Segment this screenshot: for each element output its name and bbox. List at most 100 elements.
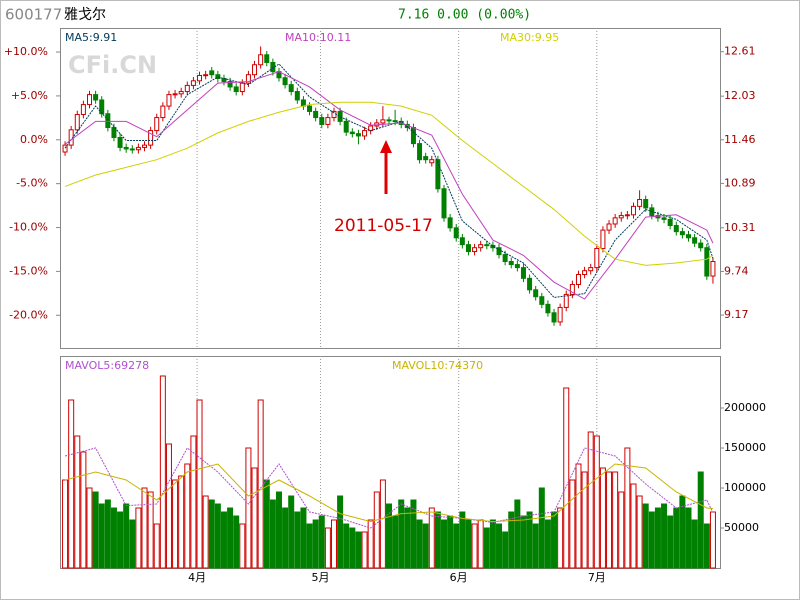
candle-body — [239, 82, 245, 93]
price-panel — [60, 28, 721, 349]
x-tick-label: 6月 — [450, 571, 468, 584]
candle-body — [630, 205, 636, 216]
volume-bar — [251, 467, 258, 569]
candle-body — [197, 74, 203, 82]
y-tick-label: 100000 — [724, 481, 766, 494]
candle-body — [410, 127, 416, 145]
y2-tick-label: 0.0% — [20, 133, 48, 146]
volume-bar — [178, 475, 185, 569]
volume-bar — [624, 447, 631, 569]
volume-bar — [667, 515, 674, 569]
candle-body — [245, 74, 251, 84]
volume-bar — [80, 451, 87, 569]
candle-body — [349, 131, 355, 135]
candle-body — [160, 105, 166, 119]
volume-bar — [214, 503, 221, 569]
candle-body — [429, 159, 435, 164]
volume-bar — [92, 491, 99, 569]
watermark: CFi.CN — [68, 51, 157, 79]
volume-bar — [330, 519, 337, 569]
volume-bar — [599, 467, 606, 569]
volume-bar — [502, 531, 509, 569]
candle-body — [282, 77, 288, 86]
candle-body — [123, 146, 129, 150]
volume-bar — [135, 507, 142, 569]
volume-bar — [551, 511, 558, 569]
candle-body — [190, 80, 196, 86]
candle-body — [453, 227, 459, 239]
candle-body — [594, 247, 600, 269]
volume-bar — [520, 515, 527, 569]
volume-bar — [661, 503, 668, 569]
volume-bar — [392, 515, 399, 569]
volume-bar — [642, 503, 649, 569]
volume-bar — [300, 507, 307, 569]
legend-entry: MA10:10.11 — [285, 31, 351, 44]
candle-body — [129, 148, 135, 151]
candle-body — [545, 303, 551, 314]
volume-bar — [697, 471, 704, 569]
y-tick-label: 12.03 — [724, 89, 756, 102]
volume-bar — [208, 499, 215, 569]
y2-tick-label: +5.0% — [11, 89, 48, 102]
y-tick-label: 11.46 — [724, 133, 756, 146]
candle-body — [600, 229, 606, 249]
y-tick-label: 200000 — [724, 401, 766, 414]
volume-bar — [428, 507, 435, 569]
volume-bar — [526, 511, 533, 569]
volume-bar — [459, 511, 466, 569]
volume-bar — [306, 523, 313, 569]
candle-body — [539, 296, 545, 305]
candle-body — [478, 244, 484, 249]
volume-bar — [282, 507, 289, 569]
stock-code: 600177 — [5, 6, 62, 24]
volume-bar — [373, 491, 380, 569]
volume-bar — [86, 487, 93, 569]
volume-bar — [165, 443, 172, 569]
legend-entry: MA30:9.95 — [500, 31, 559, 44]
volume-bar — [398, 499, 405, 569]
candle-body — [87, 94, 93, 106]
volume-bar — [337, 495, 344, 569]
volume-bar — [74, 435, 81, 569]
candle-body — [417, 143, 423, 161]
volume-bar — [477, 519, 484, 569]
volume-bar — [654, 507, 661, 569]
volume-bar — [422, 523, 429, 569]
legend-entry: MAVOL10:74370 — [392, 359, 483, 372]
volume-bar — [123, 503, 130, 569]
candle-body — [270, 61, 276, 73]
volume-bar — [269, 499, 276, 569]
candle-body — [441, 188, 447, 219]
x-tick-label: 4月 — [188, 571, 206, 584]
volume-bar — [263, 479, 270, 569]
candle-body — [557, 306, 563, 323]
candle-body — [172, 93, 178, 96]
candle-body — [203, 74, 209, 77]
volume-bar — [569, 479, 576, 569]
quote: 7.16 0.00 (0.00%) — [398, 8, 531, 23]
volume-bar — [630, 483, 637, 569]
candle-body — [313, 110, 319, 119]
candle-body — [643, 198, 649, 209]
ma-line — [64, 101, 714, 266]
volume-bar — [544, 519, 551, 569]
volume-bar — [453, 523, 460, 569]
volume-bar — [471, 523, 478, 569]
candle-body — [435, 159, 441, 190]
volume-bar — [172, 479, 179, 569]
volume-bar — [434, 511, 441, 569]
candle-body — [704, 247, 710, 277]
y-tick-label: 10.89 — [724, 176, 756, 189]
candle-body — [710, 260, 716, 277]
volume-bar — [606, 471, 613, 569]
candle-body — [154, 117, 160, 132]
volume-bar — [691, 519, 698, 569]
volume-bar — [581, 471, 588, 569]
volume-bar — [532, 523, 539, 569]
candle-body — [319, 117, 325, 125]
volume-bar — [245, 447, 252, 569]
volume-bar — [404, 507, 411, 569]
candle-body — [362, 130, 368, 137]
